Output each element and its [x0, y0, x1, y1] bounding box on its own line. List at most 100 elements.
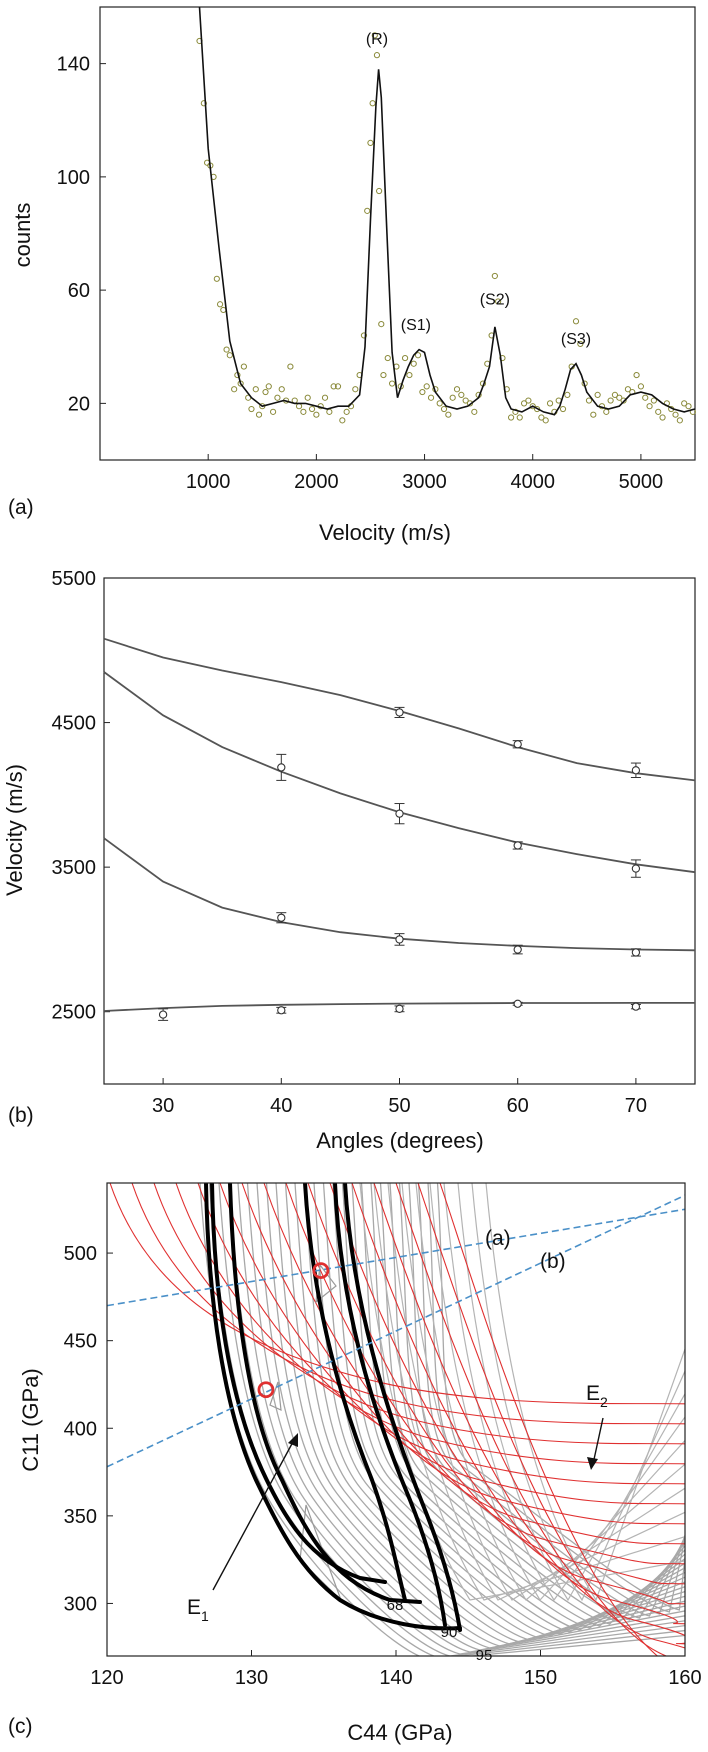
panel-a-point	[240, 363, 247, 370]
panel-a-ticks	[100, 63, 642, 460]
panel-a-point	[495, 298, 502, 305]
panel-c-ytick-label: 350	[64, 1506, 97, 1528]
panel-a-point	[369, 100, 376, 107]
panel-c-intersection-marker	[312, 1262, 330, 1279]
panel-a-point	[436, 400, 443, 407]
panel-a-point	[401, 354, 409, 362]
panel-c-xtick-label: 130	[235, 1667, 268, 1689]
panel-c-ytick-label: 450	[64, 1331, 97, 1353]
panel-a-point	[529, 403, 536, 410]
panel-a-point	[262, 388, 269, 396]
panel-a-point	[216, 301, 224, 308]
line-label-b: (b)	[540, 1250, 566, 1273]
panel-a-label: (a)	[8, 496, 34, 519]
panel-a-point	[414, 352, 422, 359]
panel-b-point	[513, 740, 522, 749]
panel-c-gray-contour	[246, 1183, 685, 1651]
panel-b-point	[395, 708, 404, 717]
panel-c-red-contour	[197, 1183, 685, 1485]
panel-a-point	[378, 321, 385, 328]
panel-c-gray-contour	[417, 1183, 685, 1615]
line-label-a: (a)	[485, 1227, 511, 1250]
panel-b-ytick-label: 2500	[52, 1002, 97, 1024]
panel-a-point	[440, 405, 448, 413]
panel-a-point	[423, 383, 430, 390]
panel-c-gray-contour	[218, 1183, 685, 1656]
panel-a-point	[220, 306, 227, 314]
panel-c-gray-contour	[313, 1183, 685, 1637]
panel-a-point	[252, 386, 259, 393]
panel-a-point	[406, 371, 413, 379]
panel-a-point	[419, 388, 426, 396]
panel-b-point	[395, 935, 404, 944]
panel-c-red-contour	[373, 1183, 685, 1645]
panel-a-point	[559, 405, 567, 413]
panel-b-point	[631, 864, 641, 873]
e2-label: E2	[586, 1382, 608, 1410]
panel-a-point	[274, 394, 281, 401]
panel-b-point	[158, 1010, 168, 1019]
panel-c-gray-contour	[265, 1183, 685, 1647]
panel-c-red-contour	[109, 1183, 685, 1405]
panel-c-xtick-label: 120	[90, 1667, 123, 1689]
panel-c-gray-contour	[294, 1183, 685, 1641]
panel-b-point	[513, 999, 522, 1008]
panel-a-point	[546, 400, 554, 407]
panel-a-fit-line	[198, 6, 696, 416]
panel-b-curve-mode3	[103, 671, 696, 874]
panel-c-gray-contour	[332, 1183, 685, 1633]
panel-c-red-contour	[395, 1183, 685, 1649]
panel-c-gray-contour	[379, 1183, 685, 1623]
panel-a-peak-label: (S3)	[561, 331, 591, 348]
panel-a-point	[343, 408, 350, 415]
panel-c-ticks	[106, 1252, 686, 1656]
panel-a-frame	[99, 6, 696, 461]
panel-c-xtick-label: 140	[379, 1667, 412, 1689]
panel-c-red-contour	[175, 1183, 685, 1465]
panel-a-point	[590, 411, 597, 418]
panel-c-gray-contour	[436, 1183, 685, 1611]
panel-a-point	[676, 417, 683, 424]
panel-b-ytick-label: 3500	[52, 857, 97, 879]
panel-a-point	[255, 411, 263, 418]
panel-c-gray-contour	[398, 1183, 685, 1619]
panel-b-point	[395, 809, 404, 818]
panel-a-point	[616, 394, 623, 401]
panel-a-peak-labels: (R) (S1) (S2) (S3)	[366, 31, 591, 348]
panel-c-ytick-label: 400	[64, 1418, 97, 1440]
panel-a-point	[620, 397, 627, 404]
panel-b-label: (b)	[8, 1104, 34, 1127]
panel-a-point	[681, 400, 688, 407]
panel-a-point	[364, 207, 371, 214]
panel-a-point	[499, 354, 506, 362]
panel-a-point	[295, 403, 303, 410]
panel-b-error-points	[158, 706, 641, 1021]
panel-a-ylabel: counts	[10, 203, 35, 268]
panel-a-point	[321, 394, 329, 401]
panel-a-point	[516, 414, 523, 421]
panel-b-point	[277, 1006, 286, 1015]
panel-c-label: (c)	[8, 1715, 33, 1738]
panel-a-point	[231, 386, 238, 393]
panel-a-xlabel: Velocity (m/s)	[319, 520, 451, 545]
panel-c-markers	[257, 1262, 330, 1399]
panel-a-point	[685, 403, 692, 410]
panel-c-xtick-label: 150	[524, 1667, 557, 1689]
panel-b-ticks	[104, 577, 637, 1084]
panel-b-ylabel: Velocity (m/s)	[2, 764, 27, 896]
panel-a-point	[512, 408, 519, 415]
panel-c-gray-contour	[401, 1183, 685, 1601]
panel-b-xlabel: Angles (degrees)	[316, 1128, 484, 1153]
panel-a-point	[427, 394, 435, 401]
e1-label: E1	[187, 1596, 209, 1624]
panel-a-ytick-label: 60	[68, 280, 90, 302]
panel-a-point	[326, 408, 333, 415]
panel-a-point	[360, 332, 368, 339]
panel-b-point	[277, 763, 286, 772]
panel-a-point	[300, 408, 307, 415]
panel-a-point	[445, 411, 452, 418]
panel-a-point	[449, 394, 456, 401]
panel-b: 30 40 50 60 70 2500 3500 4500 5500 Velocity (m/s…	[2, 568, 696, 1153]
panel-a-point	[642, 394, 649, 401]
